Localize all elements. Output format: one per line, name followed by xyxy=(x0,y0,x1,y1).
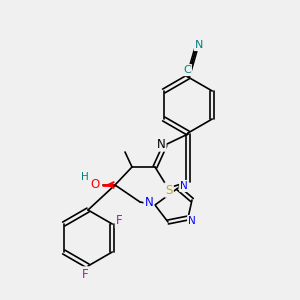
Text: N: N xyxy=(195,40,203,50)
Text: N: N xyxy=(180,181,188,191)
Text: N: N xyxy=(145,196,153,209)
Text: O: O xyxy=(90,178,100,191)
Text: N: N xyxy=(157,137,165,151)
Text: C: C xyxy=(183,65,191,75)
Text: H: H xyxy=(81,172,89,182)
Text: S: S xyxy=(165,184,173,196)
Text: N: N xyxy=(188,216,196,226)
Text: F: F xyxy=(116,214,123,227)
Text: F: F xyxy=(82,268,88,281)
